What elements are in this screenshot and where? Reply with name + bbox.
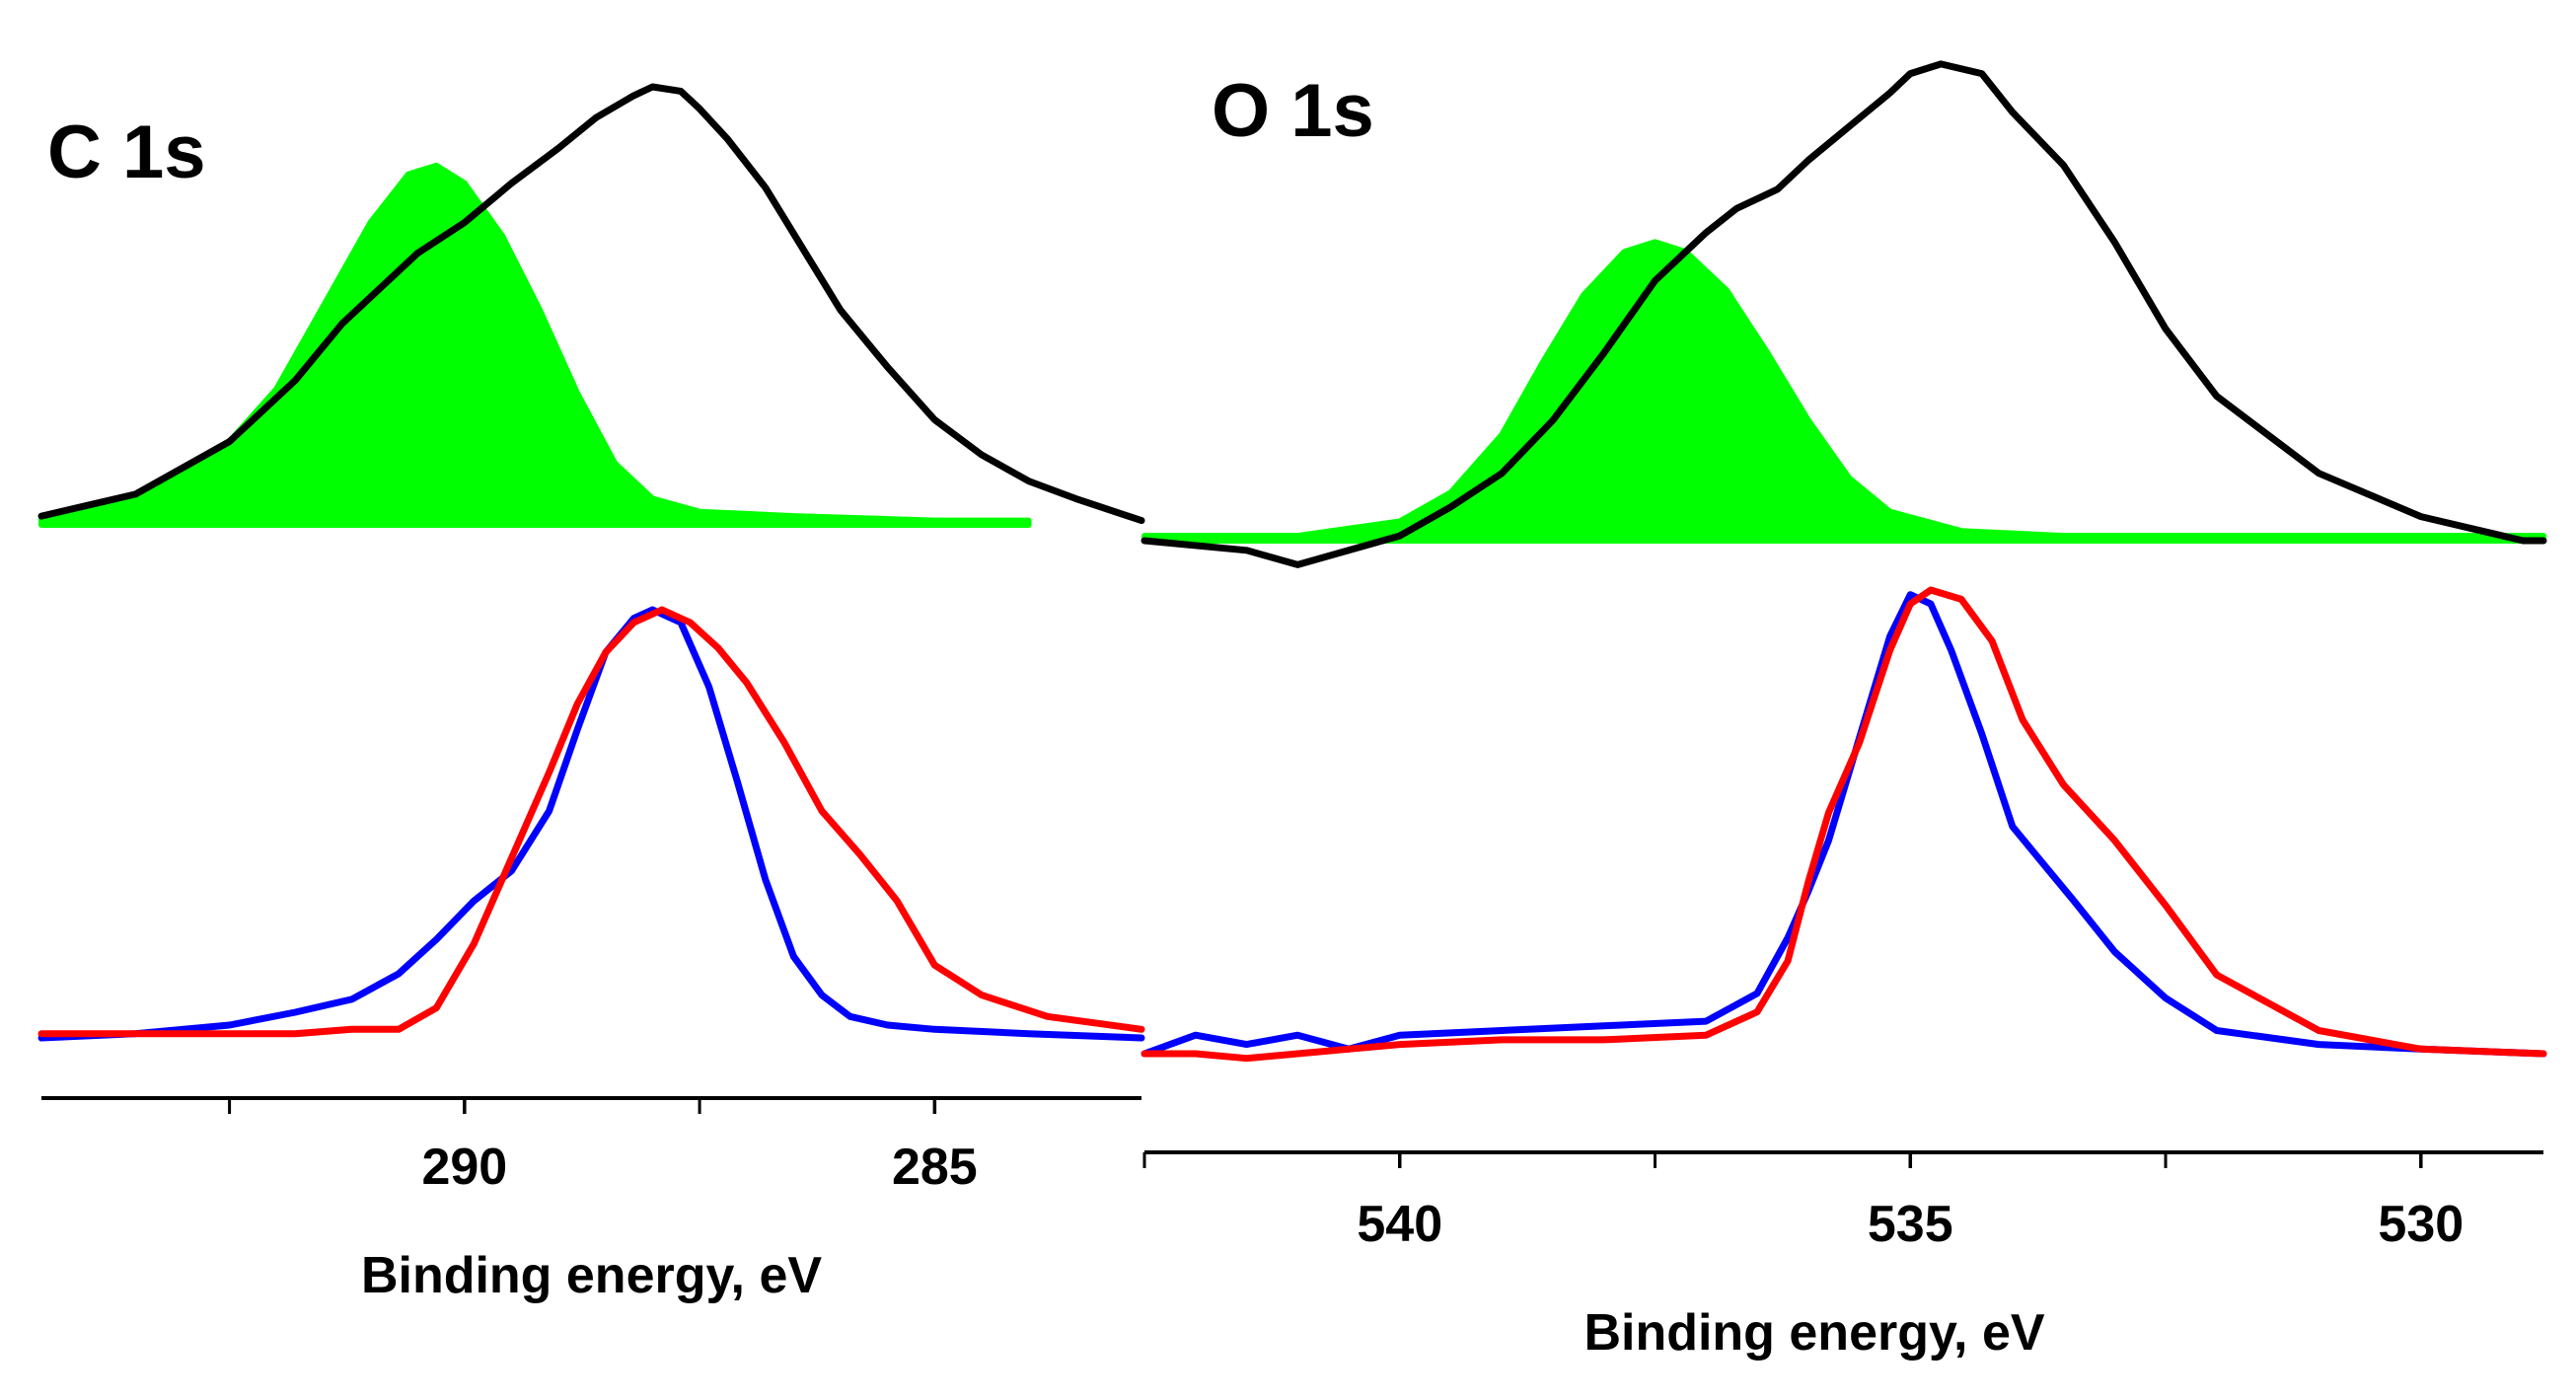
- o1s-line-layer: [1141, 60, 2547, 1063]
- c1s-green-fill-area: [38, 162, 1032, 528]
- o1s-black-upper-line: [1141, 60, 2547, 568]
- c1s-tick-label: 290: [421, 1139, 507, 1196]
- o1s-green-fill-area: [1141, 239, 2546, 544]
- c1s-x-axis-title: Binding energy, eV: [361, 1247, 822, 1304]
- c1s-green-layer: [38, 162, 1032, 528]
- o1s-panel-label: O 1s: [1212, 69, 1374, 153]
- o1s-x-axis-title: Binding energy, eV: [1583, 1304, 2044, 1362]
- c1s-black-upper-line: [37, 83, 1145, 525]
- o1s-red-lower-line: [1141, 586, 2547, 1063]
- o1s-green-layer: [1141, 239, 2546, 544]
- c1s-panel-label: C 1s: [47, 111, 206, 194]
- o1s-panel: 540 535 530 O 1s Binding energy, eV: [1141, 60, 2547, 1362]
- c1s-line-layer: [37, 83, 1145, 1042]
- o1s-x-axis-ticks: 540 535 530: [1142, 1152, 2464, 1253]
- c1s-x-axis-ticks: 290 285: [228, 1098, 978, 1196]
- c1s-red-lower-line: [37, 606, 1145, 1038]
- o1s-tick-label: 540: [1357, 1196, 1442, 1253]
- o1s-blue-lower-line: [1141, 591, 2547, 1058]
- o1s-tick-label: 530: [2378, 1196, 2464, 1253]
- c1s-tick-label: 285: [892, 1139, 978, 1196]
- c1s-panel: 290 285 C 1s Binding energy, eV: [37, 83, 1145, 1304]
- c1s-blue-lower-line: [37, 606, 1145, 1042]
- o1s-tick-label: 535: [1868, 1196, 1953, 1253]
